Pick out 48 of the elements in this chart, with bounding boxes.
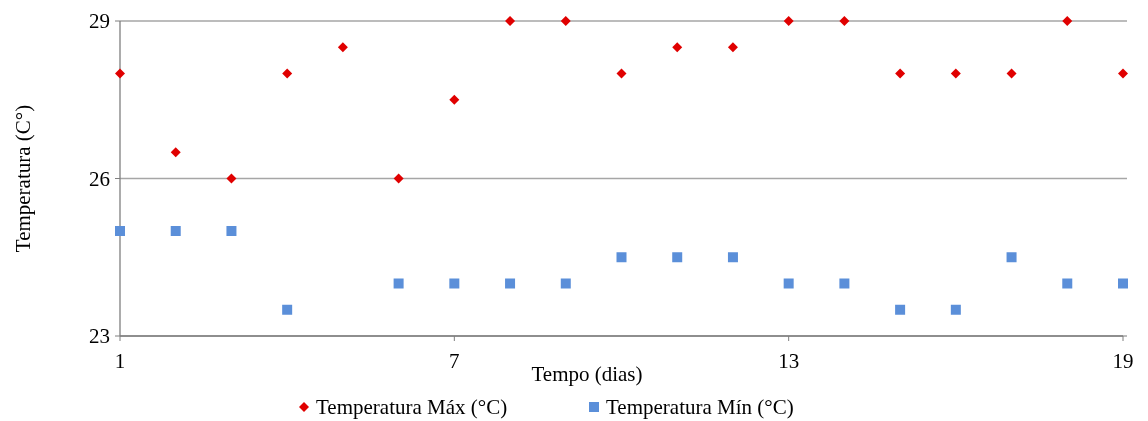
point [393, 278, 404, 289]
point [616, 68, 627, 79]
point [616, 252, 627, 263]
point [950, 68, 961, 79]
x-axis-title: Tempo (dias) [531, 362, 643, 386]
point [1118, 278, 1128, 289]
point [560, 16, 571, 26]
y-tick-label: 29 [89, 9, 110, 34]
point [115, 68, 125, 79]
y-tick-label: 26 [89, 166, 110, 191]
point [449, 94, 460, 105]
legend-label: Temperatura Máx (°C) [316, 395, 508, 420]
point [895, 304, 906, 315]
point [337, 42, 348, 53]
x-tick-label: 7 [449, 349, 460, 373]
point [1006, 68, 1017, 79]
point [1006, 252, 1017, 263]
x-tick-label: 1 [114, 349, 126, 373]
point [1062, 278, 1073, 289]
point [170, 226, 181, 236]
point [672, 42, 683, 53]
point [505, 278, 516, 289]
point [783, 278, 794, 289]
point [839, 16, 850, 26]
point [115, 226, 125, 236]
point [282, 304, 293, 315]
point [449, 278, 460, 289]
y-axis-title: Temperatura (C°) [11, 104, 35, 253]
y-tick-label: 23 [89, 324, 110, 349]
point [1118, 68, 1128, 79]
point [282, 68, 293, 79]
point [950, 304, 961, 315]
point [560, 278, 571, 289]
point [226, 173, 237, 184]
point [1062, 16, 1073, 26]
point [839, 278, 850, 289]
point [783, 16, 794, 26]
point [727, 42, 738, 53]
point [170, 147, 181, 158]
point [727, 252, 738, 263]
point [672, 252, 683, 263]
point [226, 226, 237, 236]
legend-label: Temperatura Mín (°C) [606, 395, 794, 420]
point [393, 173, 404, 184]
x-tick-label: 19 [1112, 349, 1134, 373]
point [895, 68, 906, 79]
point [505, 16, 516, 26]
x-tick-label: 13 [778, 349, 800, 373]
